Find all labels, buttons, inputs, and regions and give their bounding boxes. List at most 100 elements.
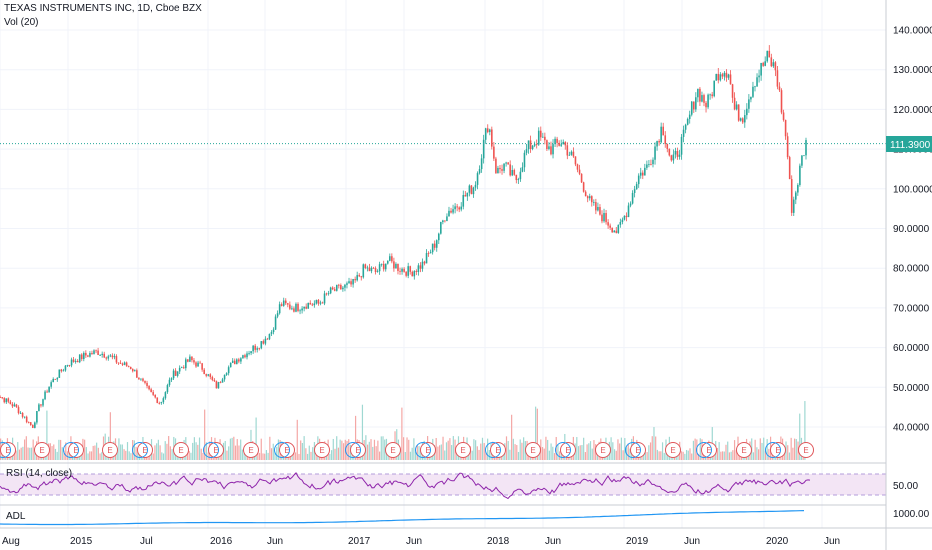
candle [472,186,475,198]
earnings-marker[interactable]: E [415,442,436,458]
volume-bar [130,453,132,460]
earnings-marker[interactable]: E [696,442,717,458]
candlestick-series[interactable] [0,45,807,429]
candle [566,142,569,160]
volume-bar [207,452,209,460]
candle [50,380,52,389]
candle [442,219,444,225]
earnings-marker[interactable]: E [555,442,576,458]
candle [203,367,205,375]
earnings-marker[interactable]: E [243,442,259,458]
candle [23,416,26,419]
earnings-marker[interactable]: E [485,442,506,458]
earnings-marker[interactable]: E [595,442,611,458]
candle [103,351,106,359]
price-axis-tick: 70.0000 [893,303,930,314]
volume-bar [444,450,446,460]
candle [433,240,436,251]
volume-bar [785,441,787,460]
volume-bar [298,453,300,460]
earnings-marker[interactable]: E [798,442,814,458]
candle [635,181,638,190]
candle [719,72,722,82]
candle [470,185,473,195]
candle [13,402,16,407]
candle [666,143,669,153]
candle [19,411,22,414]
candle [370,266,373,274]
earnings-marker[interactable]: E [525,442,541,458]
earnings-marker[interactable]: E [0,442,16,458]
time-axis[interactable]: Aug 2015 Jul 2016 Jun 2017 Jun 2018 Jun 2019 Jun 20… [2,536,840,547]
candle [240,357,242,365]
earnings-label: E [670,446,675,455]
candle [17,405,20,415]
candle [754,85,756,92]
earnings-marker[interactable]: E [665,442,681,458]
earnings-marker[interactable]: E [314,442,330,458]
price-axis[interactable]: 140.0000130.0000120.0000110.0000100.0000… [885,0,932,550]
earnings-marker[interactable]: E [132,442,153,458]
volume-bar [761,442,763,460]
candle [80,353,83,362]
earnings-label: E [635,446,640,455]
volume-bar [644,452,646,460]
candle [805,137,807,160]
earnings-marker[interactable]: E [102,442,118,458]
volume-bar [699,438,701,460]
candle [762,61,764,67]
candle [637,173,640,188]
candle [213,378,216,383]
earnings-marker[interactable]: E [173,442,189,458]
candle [774,61,777,77]
candle [542,132,544,138]
candle [725,69,728,82]
volume-bar [277,439,280,460]
earnings-marker[interactable]: E [625,442,646,458]
candle [25,415,28,424]
volume-bar [270,448,273,460]
time-axis-tick: Jun [684,536,700,547]
volume-bar [519,439,521,460]
earnings-marker[interactable]: E [203,442,224,458]
volume-bar [27,447,29,460]
candle [544,132,546,145]
volume-bar [682,451,684,460]
volume-bar [687,450,689,460]
time-axis-tick: 2018 [487,536,510,547]
volume-bar [231,437,233,460]
volume-bar [308,445,310,460]
earnings-marker[interactable]: E [385,442,401,458]
earnings-marker[interactable]: E [274,442,295,458]
candle [415,269,418,276]
volume-bar [435,438,437,460]
candle [533,141,536,148]
volume-bar [303,436,305,460]
volume-bar [61,447,63,460]
volume-bar [18,449,21,460]
earnings-marker[interactable]: E [34,442,50,458]
candle [654,142,656,165]
volume-bar [337,447,340,460]
candle [578,164,581,176]
candle [684,123,687,134]
volume-bar [32,439,34,460]
candle [170,377,173,382]
volume-bar [54,448,57,460]
earnings-marker[interactable]: E [736,442,752,458]
volume-bar [643,453,645,460]
earnings-marker[interactable]: E [455,442,471,458]
candle [768,45,771,58]
adl-pane-label: ADL [6,511,26,522]
volume-bar [243,450,245,460]
earnings-marker[interactable]: E [345,442,366,458]
candle [511,165,514,177]
volume-bar [94,445,96,460]
volume-bar [752,452,755,460]
earnings-marker[interactable]: E [765,442,786,458]
volume-bar [792,447,794,460]
earnings-marker[interactable]: E [63,442,84,458]
candle [437,232,440,245]
